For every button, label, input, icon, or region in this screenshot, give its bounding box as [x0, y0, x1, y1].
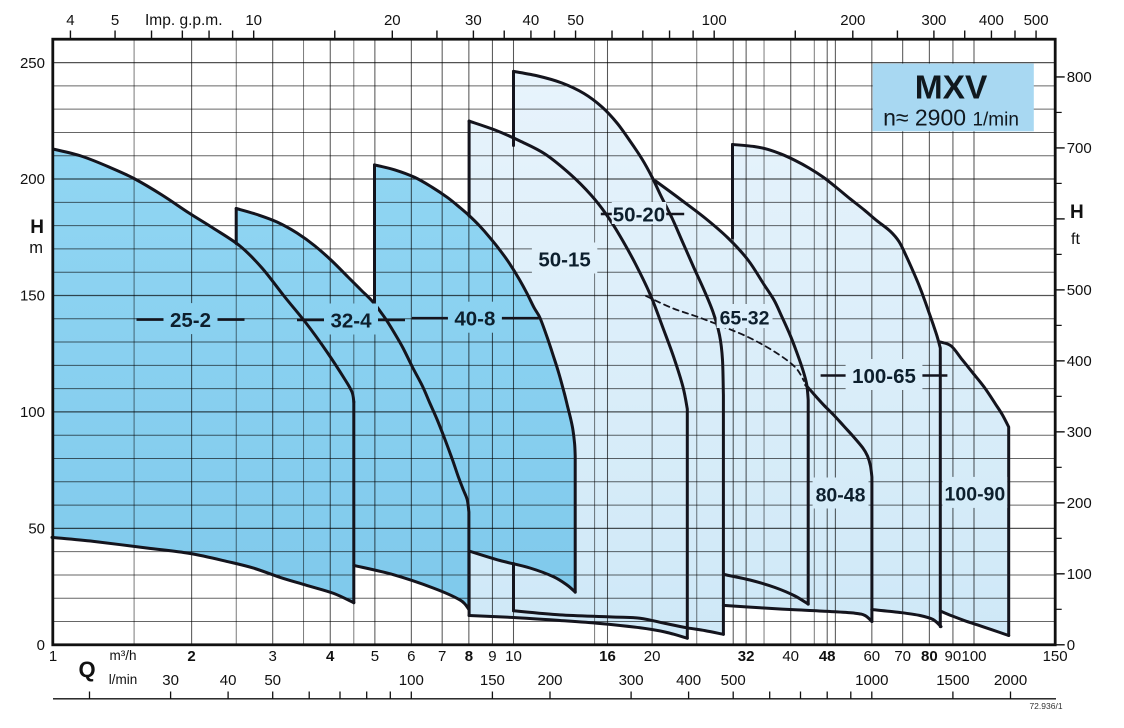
svg-text:40: 40	[220, 672, 237, 689]
svg-text:40: 40	[523, 12, 540, 29]
svg-text:5: 5	[111, 12, 119, 29]
svg-text:8: 8	[465, 648, 473, 665]
svg-text:800: 800	[1067, 69, 1092, 86]
svg-text:5: 5	[371, 648, 379, 665]
svg-text:150: 150	[20, 288, 45, 305]
svg-text:m: m	[29, 239, 43, 257]
svg-text:10: 10	[245, 12, 262, 29]
svg-text:100: 100	[20, 404, 45, 421]
svg-text:400: 400	[676, 672, 701, 689]
svg-text:25-2: 25-2	[170, 309, 211, 332]
svg-text:m³/h: m³/h	[110, 648, 137, 663]
svg-text:100: 100	[961, 648, 986, 665]
svg-text:50-15: 50-15	[538, 248, 590, 271]
svg-text:48: 48	[819, 648, 836, 665]
svg-text:4: 4	[66, 12, 74, 29]
svg-text:3: 3	[269, 648, 277, 665]
svg-text:9: 9	[488, 648, 496, 665]
svg-text:72.936/1: 72.936/1	[1029, 701, 1062, 711]
svg-text:80-48: 80-48	[816, 484, 866, 506]
svg-text:H: H	[30, 217, 44, 238]
svg-text:150: 150	[1043, 648, 1068, 665]
svg-text:400: 400	[1067, 353, 1092, 370]
svg-text:80: 80	[921, 648, 938, 665]
svg-text:700: 700	[1067, 140, 1092, 157]
svg-text:200: 200	[1067, 495, 1092, 512]
svg-text:32-4: 32-4	[330, 309, 372, 332]
svg-text:65-32: 65-32	[720, 307, 770, 329]
svg-text:100: 100	[1067, 566, 1092, 583]
svg-text:100-65: 100-65	[852, 365, 916, 388]
svg-text:100: 100	[702, 12, 727, 29]
svg-text:20: 20	[384, 12, 401, 29]
svg-text:40-8: 40-8	[454, 308, 495, 331]
svg-text:10: 10	[505, 648, 522, 665]
svg-text:300: 300	[619, 672, 644, 689]
svg-text:90: 90	[945, 648, 962, 665]
svg-text:1: 1	[49, 648, 57, 665]
svg-text:200: 200	[537, 672, 562, 689]
svg-text:H: H	[1070, 202, 1084, 223]
svg-text:150: 150	[480, 672, 505, 689]
svg-text:2: 2	[187, 648, 195, 665]
svg-text:4: 4	[326, 648, 335, 665]
svg-text:30: 30	[465, 12, 482, 29]
svg-text:32: 32	[738, 648, 755, 665]
svg-text:2000: 2000	[994, 672, 1027, 689]
svg-text:100-90: 100-90	[945, 484, 1006, 506]
svg-text:0: 0	[37, 637, 45, 654]
svg-text:n≈ 2900 1/min: n≈ 2900 1/min	[883, 105, 1019, 131]
svg-text:300: 300	[1067, 424, 1092, 441]
svg-text:500: 500	[1067, 282, 1092, 299]
svg-text:Imp. g.p.m.: Imp. g.p.m.	[145, 12, 223, 29]
svg-text:20: 20	[644, 648, 661, 665]
svg-text:30: 30	[162, 672, 179, 689]
svg-text:l/min: l/min	[109, 672, 138, 687]
svg-text:50: 50	[567, 12, 584, 29]
svg-text:100: 100	[399, 672, 424, 689]
svg-text:300: 300	[921, 12, 946, 29]
svg-text:70: 70	[894, 648, 911, 665]
svg-text:ft: ft	[1071, 231, 1080, 248]
svg-text:MXV: MXV	[915, 70, 988, 107]
svg-text:250: 250	[20, 55, 45, 72]
svg-text:50: 50	[264, 672, 281, 689]
svg-text:400: 400	[979, 12, 1004, 29]
svg-text:500: 500	[721, 672, 746, 689]
svg-text:50: 50	[28, 521, 45, 538]
svg-text:60: 60	[863, 648, 880, 665]
svg-text:500: 500	[1024, 12, 1049, 29]
svg-text:200: 200	[840, 12, 865, 29]
svg-text:6: 6	[407, 648, 415, 665]
svg-text:50-20: 50-20	[613, 203, 665, 226]
svg-text:16: 16	[599, 648, 616, 665]
svg-text:0: 0	[1067, 637, 1075, 654]
svg-text:200: 200	[20, 171, 45, 188]
svg-text:Q: Q	[78, 657, 95, 682]
svg-text:7: 7	[438, 648, 446, 665]
svg-text:40: 40	[782, 648, 799, 665]
svg-text:1000: 1000	[855, 672, 888, 689]
svg-text:1500: 1500	[936, 672, 969, 689]
